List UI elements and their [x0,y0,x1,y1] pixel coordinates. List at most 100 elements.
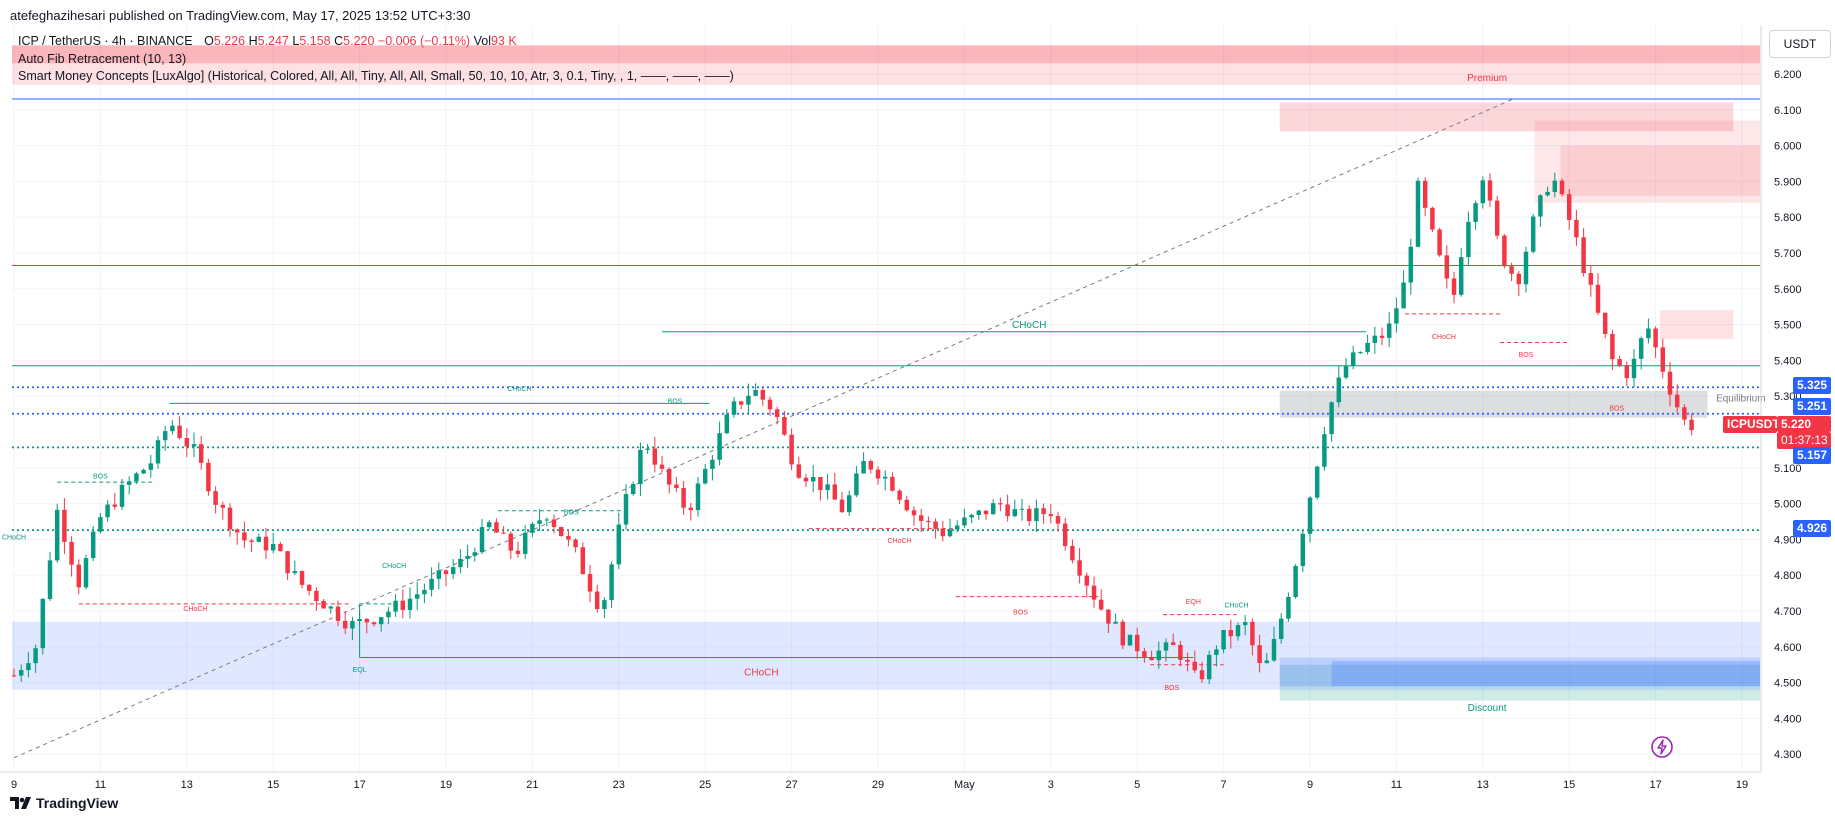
price-tick: 5.600 [1774,284,1802,296]
candle-body [458,558,463,568]
candle-body [134,473,139,482]
candle-body [1545,191,1550,196]
candle-body [1257,645,1262,664]
time-tick: 25 [699,779,711,791]
annotation-choch: CHoCH [888,538,912,545]
candle-body [18,670,24,676]
candle-body [1271,638,1277,661]
candle-body [976,510,982,515]
candle-body [1012,509,1018,517]
candle-body [890,476,895,491]
symbol-name[interactable]: ICP / TetherUS · 4h · BINANCE [18,34,193,48]
candle-body [119,484,125,507]
candle-body [904,499,910,511]
candle-body [1682,407,1687,420]
candle-body [573,539,578,548]
candle-body [1113,621,1118,624]
lightning-icon[interactable] [1650,735,1674,759]
candle-body [69,541,74,565]
candle-body [400,600,406,610]
candle-body [177,425,182,439]
candle-body [342,620,348,629]
time-tick: 29 [872,779,884,791]
candle-body [1048,514,1054,517]
candle-body [1055,516,1061,524]
candle-body [1646,328,1651,339]
candle-body [1458,257,1464,295]
candle-body [436,570,442,579]
candle-body [839,499,845,513]
candle-body [609,564,614,601]
candle-body [479,527,485,553]
candle-body [875,469,881,479]
candle-body [1415,180,1421,247]
candle-body [1379,335,1385,338]
candle-body [983,510,989,515]
candle-body [566,535,571,540]
tradingview-logo[interactable]: TradingView [10,795,118,811]
candle-body [940,528,946,537]
time-tick: 23 [613,779,625,791]
volume-label: Vol [473,34,491,48]
indicator-fib[interactable]: Auto Fib Retracement (10, 13) [18,52,187,66]
candle-body [328,606,334,609]
candle-body [11,675,17,677]
candle-body [314,590,319,602]
currency-selector[interactable]: USDT [1769,30,1831,58]
candle-body [1322,434,1327,467]
annotation-eql: EQL [353,667,367,674]
time-tick: 11 [1391,779,1402,791]
indicator-smc[interactable]: Smart Money Concepts [LuxAlgo] (Historic… [18,69,734,83]
candle-body [443,570,449,575]
tradingview-icon [10,797,31,809]
candle-body [998,503,1003,505]
candle-body [1163,642,1169,651]
annotation-bos: BOS [1609,406,1624,413]
candle-body [854,473,859,496]
candle-body [1142,651,1147,657]
time-tick: 27 [785,779,797,791]
candle-body [803,477,809,482]
candle-body [530,523,535,533]
candle-body [825,484,830,491]
annotation-choch: CHoCH [1012,320,1046,331]
candle-body [350,620,355,629]
price-tick: 5.000 [1774,499,1802,511]
candle-body [1185,659,1190,662]
candles-layer [11,172,1694,685]
candle-body [738,401,744,405]
candle-body [1638,338,1644,359]
candle-body [191,444,197,447]
time-tick: May [954,779,975,791]
annotation-bos: BOS [93,474,108,481]
candle-body [1062,523,1068,546]
candle-body [386,611,391,618]
price-tick: 6.000 [1774,141,1802,153]
candle-body [486,522,492,528]
candle-body [1386,323,1392,338]
candle-body [1574,219,1579,238]
volume-value: 93 K [490,34,517,48]
candle-body [767,399,773,410]
candle-body [1307,497,1313,534]
candle-body [1170,642,1176,645]
candle-body [155,440,161,464]
candle-body [674,484,679,489]
publish-info: atefeghazihesari published on TradingVie… [10,8,471,23]
supply-block-4 [1659,310,1734,339]
badge-countdown: 01:37:13 [1777,432,1831,449]
time-tick: 15 [1563,779,1575,791]
candle-body [62,509,67,542]
price-tick: 5.400 [1774,355,1802,367]
candle-body [429,578,434,590]
candle-body [1487,180,1493,201]
candle-body [1653,328,1658,348]
candle-body [1070,545,1075,561]
price-tick: 5.800 [1774,212,1802,224]
candle-body [321,601,326,609]
candle-body [1473,203,1478,222]
candle-body [558,527,564,536]
candle-body [1149,656,1154,661]
annotation-bos: BOS [1519,352,1534,359]
